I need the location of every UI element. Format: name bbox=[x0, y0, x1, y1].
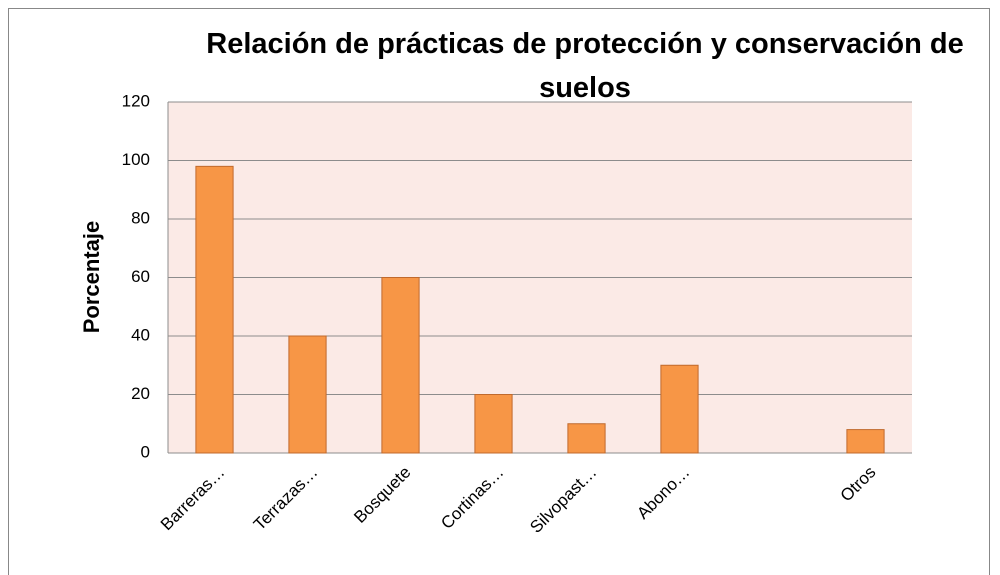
chart-frame bbox=[8, 8, 990, 575]
x-tick-label: Silvopast… bbox=[526, 463, 600, 537]
bar bbox=[474, 394, 513, 454]
y-tick-label: 80 bbox=[131, 208, 150, 227]
x-tick-label: Abono… bbox=[633, 463, 693, 523]
y-tick-label: 0 bbox=[141, 442, 150, 461]
bar bbox=[381, 277, 420, 454]
y-tick-label: 100 bbox=[122, 150, 150, 169]
bar bbox=[195, 165, 234, 454]
x-tick-label: Otros bbox=[837, 463, 880, 506]
bar bbox=[567, 423, 606, 454]
y-tick-label: 40 bbox=[131, 325, 150, 344]
bar bbox=[288, 335, 327, 454]
x-tick-label: Cortinas… bbox=[437, 463, 507, 533]
x-tick-label: Terrazas… bbox=[250, 463, 322, 535]
x-tick-label: Barreras… bbox=[157, 463, 229, 535]
bar bbox=[660, 364, 699, 454]
y-tick-label: 60 bbox=[131, 267, 150, 286]
chart-title: Relación de prácticas de protección y co… bbox=[206, 28, 964, 104]
y-tick-label: 120 bbox=[122, 91, 150, 110]
y-tick-label: 20 bbox=[131, 384, 150, 403]
y-axis-label: Porcentaje bbox=[79, 221, 104, 334]
x-tick-label: Bosquete bbox=[350, 463, 414, 527]
bar bbox=[846, 429, 885, 454]
